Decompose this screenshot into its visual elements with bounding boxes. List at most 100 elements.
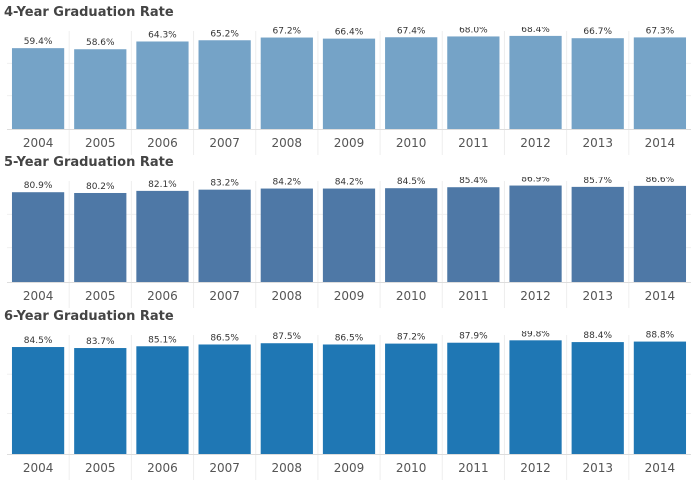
x-tick-2006: 2006 bbox=[147, 461, 178, 475]
x-tick-2011: 2011 bbox=[458, 136, 489, 150]
data-label-2012: 89.8% bbox=[521, 331, 550, 339]
data-label-2008: 84.2% bbox=[273, 178, 302, 188]
x-tick-2011: 2011 bbox=[458, 461, 489, 475]
data-label-2007: 65.2% bbox=[210, 29, 239, 39]
x-tick-2005: 2005 bbox=[85, 461, 116, 475]
data-label-2011: 87.9% bbox=[459, 332, 488, 342]
bar-2005[interactable] bbox=[74, 49, 127, 129]
data-label-2010: 87.2% bbox=[397, 333, 426, 343]
x-tick-2005: 2005 bbox=[85, 136, 116, 150]
x-tick-2012: 2012 bbox=[520, 461, 551, 475]
data-label-2007: 83.2% bbox=[210, 179, 239, 189]
bar-2011[interactable] bbox=[447, 36, 500, 129]
x-tick-2006: 2006 bbox=[147, 136, 178, 150]
x-tick-2014: 2014 bbox=[645, 461, 676, 475]
bar-2010[interactable] bbox=[385, 188, 438, 282]
bar-2005[interactable] bbox=[74, 192, 127, 282]
x-tick-2012: 2012 bbox=[520, 136, 551, 150]
bar-2004[interactable] bbox=[11, 347, 65, 454]
panel-4-year: 4-Year Graduation Rate 59.4% 2004 58.6% 200… bbox=[0, 5, 696, 155]
x-tick-2013: 2013 bbox=[582, 136, 613, 150]
x-tick-2007: 2007 bbox=[209, 461, 240, 475]
bar-2004[interactable] bbox=[11, 192, 65, 282]
bar-2006[interactable] bbox=[136, 41, 189, 130]
bar-2005[interactable] bbox=[74, 348, 127, 454]
bar-2007[interactable] bbox=[198, 344, 251, 454]
bar-2014[interactable] bbox=[633, 37, 687, 129]
data-label-2004: 59.4% bbox=[24, 37, 53, 47]
chart-title-6-year: 6-Year Graduation Rate bbox=[4, 309, 174, 324]
panel-5-year: 5-Year Graduation Rate 80.9% 2004 80.2% 200… bbox=[0, 155, 696, 308]
data-label-2014: 88.8% bbox=[646, 331, 675, 341]
data-label-2014: 86.6% bbox=[646, 177, 675, 185]
bar-2013[interactable] bbox=[571, 186, 624, 282]
x-tick-2009: 2009 bbox=[334, 461, 365, 475]
bar-2013[interactable] bbox=[571, 342, 624, 454]
x-tick-2007: 2007 bbox=[209, 136, 240, 150]
bar-2008[interactable] bbox=[260, 188, 313, 282]
x-tick-2012: 2012 bbox=[520, 289, 551, 303]
x-tick-2008: 2008 bbox=[272, 289, 303, 303]
data-label-2009: 66.4% bbox=[335, 28, 364, 38]
data-label-2011: 85.4% bbox=[459, 177, 488, 186]
data-label-2005: 83.7% bbox=[86, 337, 115, 347]
bar-2010[interactable] bbox=[385, 37, 438, 129]
bar-2009[interactable] bbox=[322, 38, 376, 130]
data-label-2004: 84.5% bbox=[24, 336, 53, 346]
x-tick-2008: 2008 bbox=[272, 461, 303, 475]
data-label-2010: 84.5% bbox=[397, 177, 426, 187]
bar-2009[interactable] bbox=[322, 188, 376, 282]
data-label-2010: 67.4% bbox=[397, 27, 426, 36]
bar-2006[interactable] bbox=[136, 190, 189, 282]
bar-chart-5-year: 80.9% 2004 80.2% 2005 82.1% 2006 83.2% 2007 84.2… bbox=[7, 177, 691, 308]
x-tick-2006: 2006 bbox=[147, 289, 178, 303]
bar-2012[interactable] bbox=[509, 35, 562, 129]
data-label-2014: 67.3% bbox=[646, 27, 675, 36]
bar-2004[interactable] bbox=[11, 48, 65, 129]
data-label-2005: 80.2% bbox=[86, 182, 115, 192]
bar-2011[interactable] bbox=[447, 342, 500, 454]
chart-title-5-year: 5-Year Graduation Rate bbox=[4, 155, 174, 170]
bar-2009[interactable] bbox=[322, 344, 376, 454]
x-tick-2009: 2009 bbox=[334, 289, 365, 303]
x-tick-2013: 2013 bbox=[582, 461, 613, 475]
x-tick-2004: 2004 bbox=[23, 136, 54, 150]
x-tick-2010: 2010 bbox=[396, 136, 427, 150]
bar-2012[interactable] bbox=[509, 185, 562, 282]
bar-2010[interactable] bbox=[385, 343, 438, 454]
data-label-2004: 80.9% bbox=[24, 181, 53, 191]
x-tick-2009: 2009 bbox=[334, 136, 365, 150]
x-tick-2010: 2010 bbox=[396, 461, 427, 475]
bar-chart-6-year: 84.5% 2004 83.7% 2005 85.1% 2006 86.5% 2007 87.5… bbox=[7, 331, 691, 480]
data-label-2012: 86.9% bbox=[521, 177, 550, 185]
x-tick-2011: 2011 bbox=[458, 289, 489, 303]
bar-2008[interactable] bbox=[260, 37, 313, 129]
bar-2013[interactable] bbox=[571, 38, 624, 129]
bar-2008[interactable] bbox=[260, 343, 313, 454]
bar-2007[interactable] bbox=[198, 189, 251, 282]
data-label-2011: 68.0% bbox=[459, 27, 488, 35]
bar-2007[interactable] bbox=[198, 40, 251, 129]
data-label-2006: 64.3% bbox=[148, 30, 177, 40]
chart-title-4-year: 4-Year Graduation Rate bbox=[4, 5, 174, 20]
x-tick-2014: 2014 bbox=[645, 289, 676, 303]
data-label-2012: 68.4% bbox=[521, 27, 550, 35]
data-label-2008: 67.2% bbox=[273, 27, 302, 37]
x-tick-2005: 2005 bbox=[85, 289, 116, 303]
panel-6-year: 6-Year Graduation Rate 84.5% 2004 83.7% 200… bbox=[0, 309, 696, 480]
data-label-2013: 88.4% bbox=[583, 331, 612, 341]
data-label-2013: 85.7% bbox=[583, 177, 612, 186]
x-tick-2008: 2008 bbox=[272, 136, 303, 150]
x-tick-2004: 2004 bbox=[23, 289, 54, 303]
x-tick-2014: 2014 bbox=[645, 136, 676, 150]
data-label-2006: 85.1% bbox=[148, 335, 177, 345]
bar-2011[interactable] bbox=[447, 187, 500, 282]
data-label-2008: 87.5% bbox=[273, 332, 302, 342]
bar-2012[interactable] bbox=[509, 340, 562, 454]
bar-2006[interactable] bbox=[136, 346, 189, 454]
bar-2014[interactable] bbox=[633, 185, 687, 282]
x-tick-2013: 2013 bbox=[582, 289, 613, 303]
data-label-2013: 66.7% bbox=[583, 27, 612, 37]
bar-chart-4-year: 59.4% 2004 58.6% 2005 64.3% 2006 65.2% 2007 67.2… bbox=[7, 27, 691, 155]
bar-2014[interactable] bbox=[633, 341, 687, 454]
